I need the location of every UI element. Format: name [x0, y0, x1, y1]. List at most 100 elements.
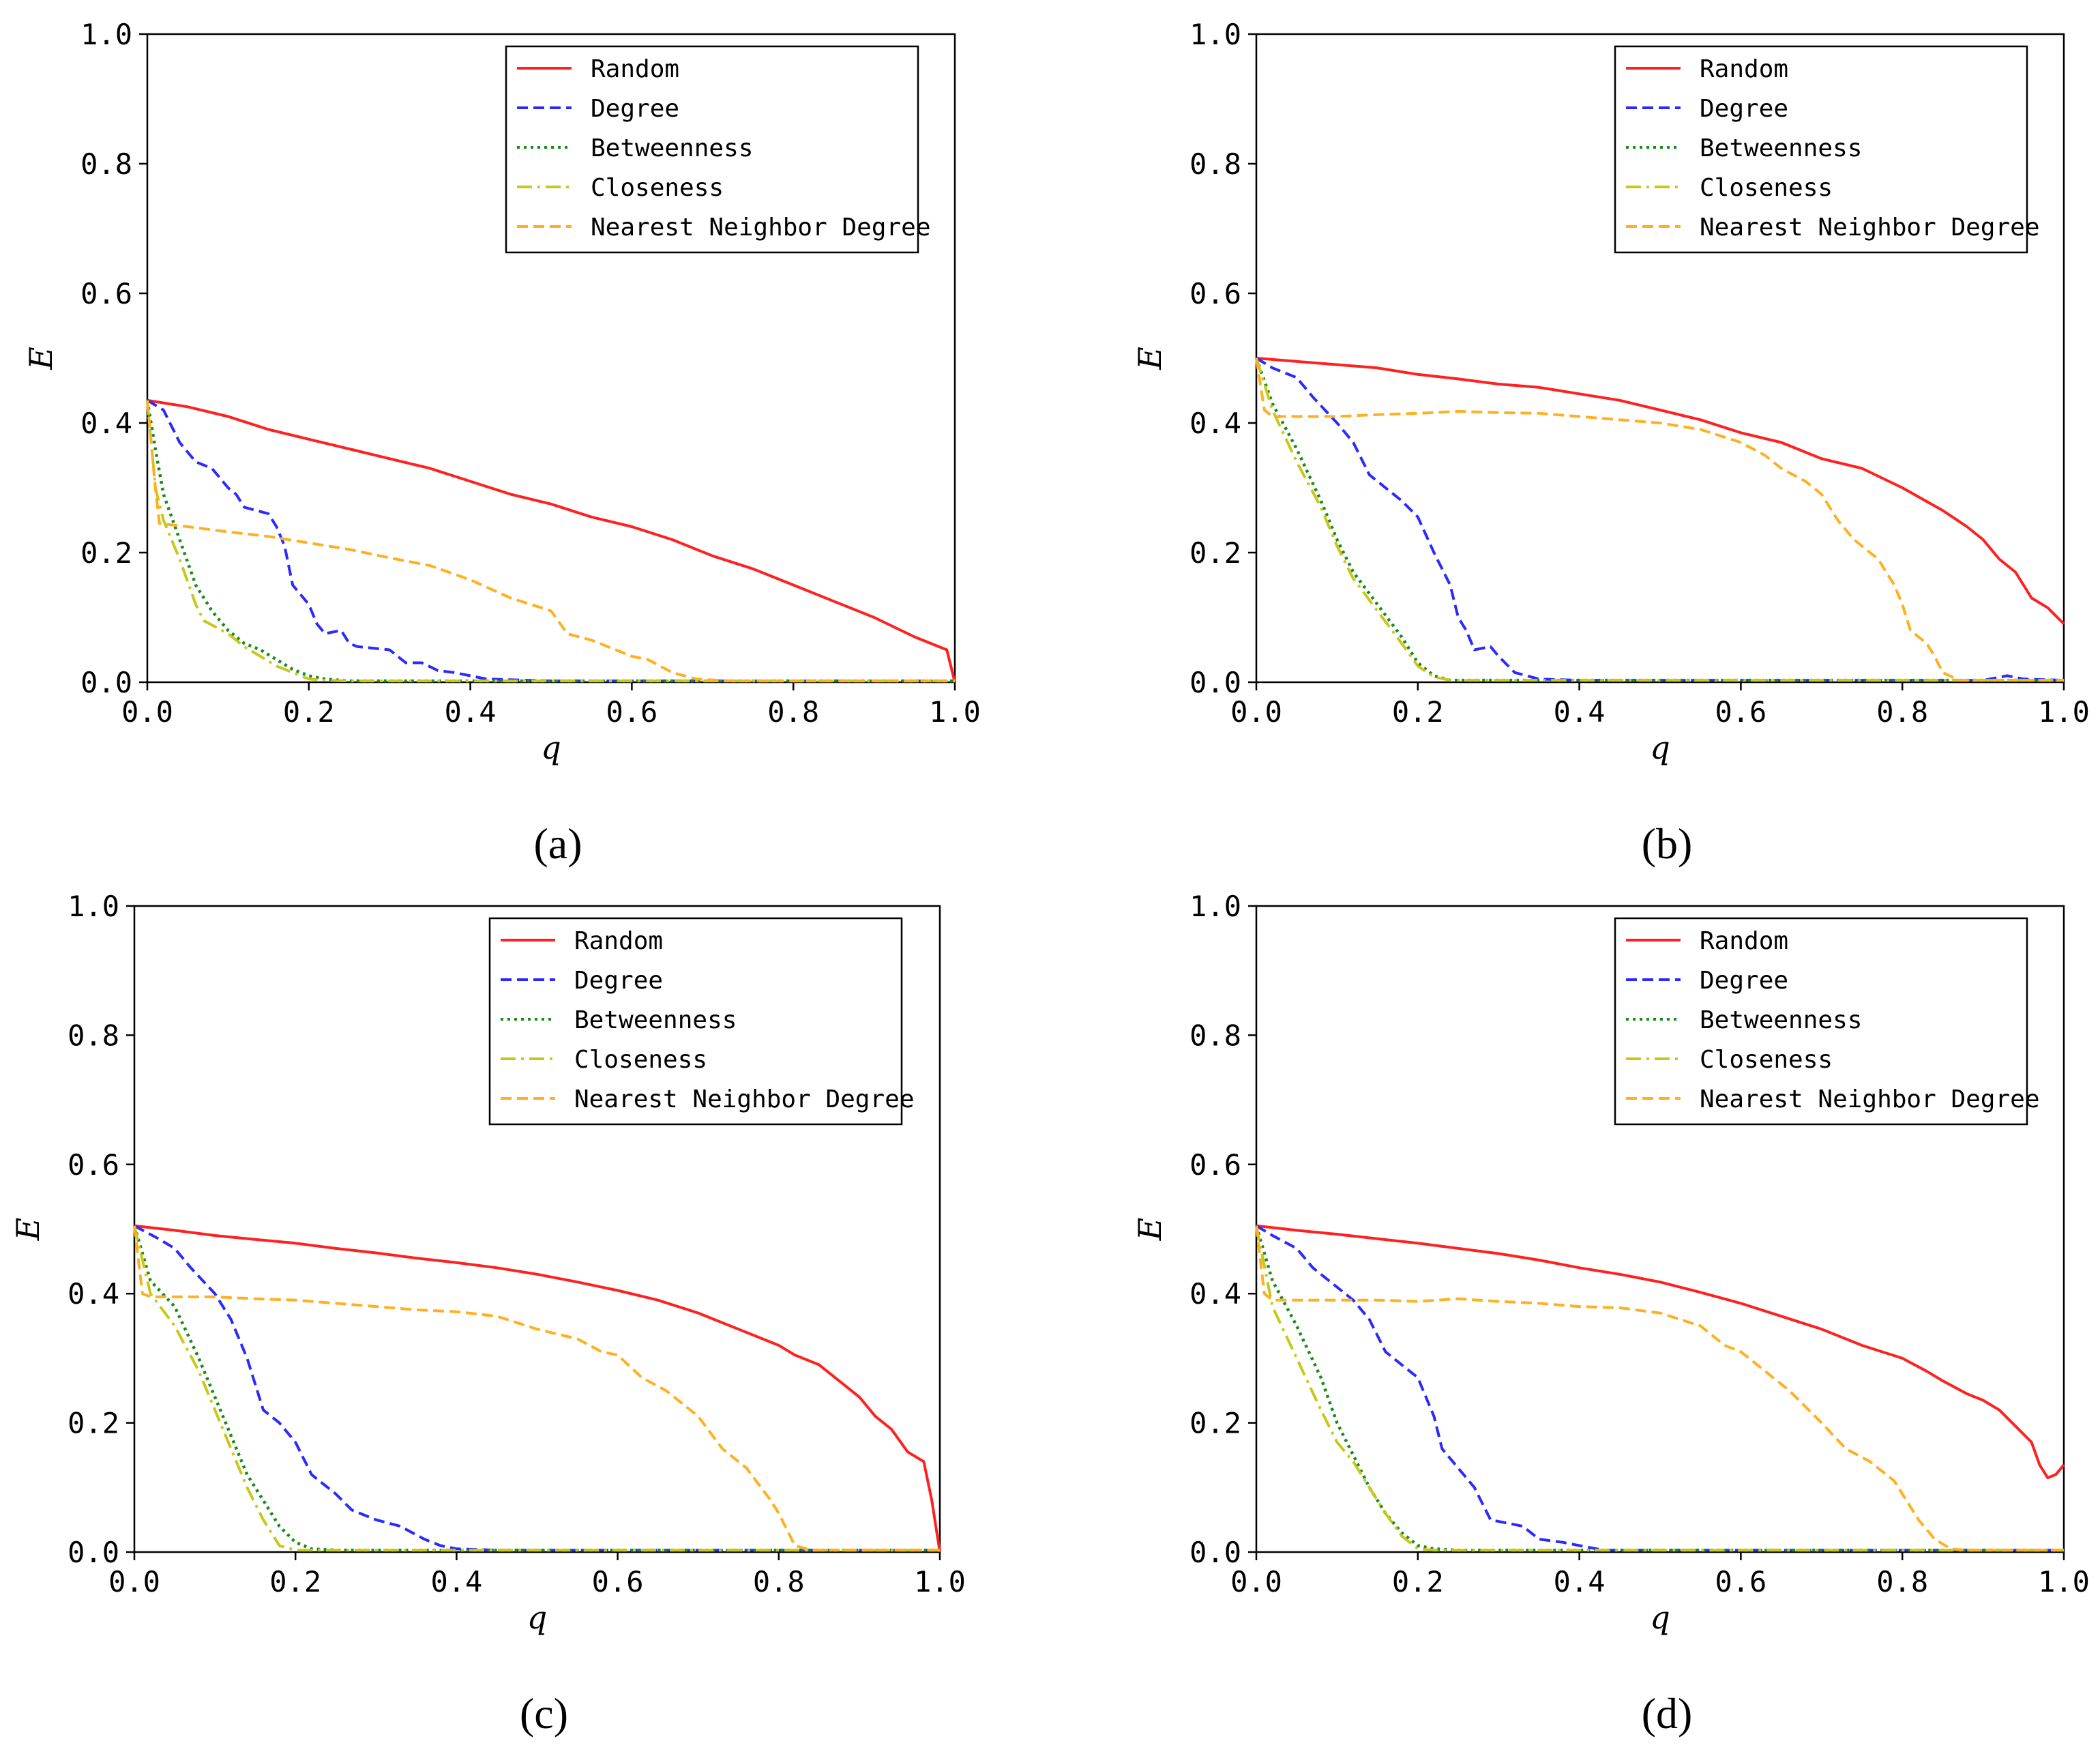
x-tick-label: 0.4 — [1554, 695, 1606, 729]
legend-box — [505, 45, 919, 254]
x-tick-label: 0.0 — [108, 1565, 160, 1598]
y-tick-label: 0.0 — [80, 666, 132, 699]
x-tick-label: 1.0 — [2038, 695, 2090, 729]
y-axis-label: E — [1132, 347, 1168, 370]
series-line-nearest-neighbor-degree — [1255, 357, 2064, 682]
x-tick-label: 0.0 — [121, 695, 173, 729]
legend-box — [1614, 45, 2028, 254]
panel-label: (a) — [533, 819, 582, 868]
legend-label: Degree — [1700, 95, 1788, 123]
legend-label: Random — [1700, 55, 1788, 83]
x-tick-label: 0.6 — [1715, 1565, 1766, 1598]
chart-panel: 0.0 0.2 0.4 0.6 0.8 1.0 0.0 0.2 0.4 0.6 0.8 1.0 q E Ra… — [1132, 18, 2090, 868]
x-tick-label: 0.6 — [592, 1565, 644, 1598]
legend-label: Degree — [574, 967, 663, 995]
y-tick-label: 0.4 — [1189, 407, 1241, 440]
y-tick-label: 0.4 — [1189, 1277, 1241, 1311]
chart-panel: 0.0 0.2 0.4 0.6 0.8 1.0 0.0 0.2 0.4 0.6 0.8 1.0 q E Ra… — [23, 18, 981, 868]
x-tick-label: 0.8 — [753, 1565, 805, 1598]
series-line-degree — [146, 399, 955, 683]
y-tick-label: 1.0 — [80, 18, 132, 51]
y-tick-label: 0.2 — [68, 1407, 119, 1440]
legend-label: Degree — [1700, 967, 1788, 995]
y-axis-label: E — [1132, 1218, 1168, 1242]
x-tick-label: 0.4 — [430, 1565, 482, 1598]
legend-label: Closeness — [574, 1046, 707, 1074]
chart-panel: 0.0 0.2 0.4 0.6 0.8 1.0 0.0 0.2 0.4 0.6 0.8 1.0 q E Ra… — [10, 890, 966, 1738]
series-line-closeness — [146, 400, 955, 683]
x-tick-label: 0.0 — [1230, 695, 1282, 729]
x-tick-label: 0.2 — [1392, 1565, 1444, 1598]
x-axis-label: q — [527, 1599, 547, 1636]
legend-label: Closeness — [1700, 1046, 1833, 1074]
legend-label: Betweenness — [1700, 1006, 1862, 1034]
series-line-degree — [134, 1225, 940, 1552]
x-axis-label: q — [1650, 1599, 1670, 1636]
legend-label: Random — [574, 927, 663, 955]
legend-label: Nearest Neighbor Degree — [574, 1085, 915, 1113]
x-tick-label: 0.4 — [1554, 1565, 1606, 1598]
x-tick-label: 0.2 — [269, 1565, 321, 1598]
legend-label: Betweenness — [1700, 134, 1862, 162]
legend-label: Degree — [591, 95, 679, 123]
y-tick-label: 0.6 — [1189, 277, 1241, 310]
legend-label: Betweenness — [591, 134, 753, 162]
series-line-closeness — [1255, 357, 2064, 682]
y-tick-label: 0.6 — [1189, 1148, 1241, 1182]
panel-label: (c) — [520, 1689, 568, 1738]
y-axis-label: E — [10, 1218, 46, 1242]
y-tick-label: 0.8 — [80, 147, 132, 181]
series-line-nearest-neighbor-degree — [133, 1225, 940, 1552]
y-tick-label: 0.0 — [1189, 666, 1241, 699]
x-tick-label: 0.8 — [767, 695, 819, 729]
x-tick-label: 0.6 — [1715, 695, 1766, 729]
series-line-nearest-neighbor-degree — [1255, 1225, 2064, 1552]
series-line-degree — [1255, 357, 2065, 682]
x-tick-label: 1.0 — [914, 1565, 966, 1598]
y-tick-label: 0.8 — [1189, 1019, 1241, 1052]
legend-label: Nearest Neighbor Degree — [1700, 214, 2040, 242]
chart-panel: 0.0 0.2 0.4 0.6 0.8 1.0 0.0 0.2 0.4 0.6 0.8 1.0 q E Ra… — [1132, 890, 2090, 1738]
x-tick-label: 0.2 — [1392, 695, 1444, 729]
y-tick-label: 0.2 — [1189, 1407, 1241, 1440]
y-tick-label: 1.0 — [1189, 890, 1241, 923]
legend-label: Closeness — [1700, 174, 1833, 202]
x-tick-label: 0.6 — [606, 695, 657, 729]
y-tick-label: 0.6 — [68, 1148, 119, 1182]
legend-label: Betweenness — [574, 1006, 737, 1034]
series-line-random — [1256, 357, 2065, 625]
x-tick-label: 0.8 — [1876, 1565, 1928, 1598]
series-line-random — [1256, 1224, 2065, 1480]
y-tick-label: 1.0 — [1189, 18, 1241, 51]
legend-box — [1614, 917, 2028, 1126]
series-line-closeness — [133, 1225, 940, 1552]
panel-label: (b) — [1642, 819, 1693, 868]
series-line-random — [134, 1224, 941, 1553]
series-line-random — [147, 398, 956, 683]
y-tick-label: 0.6 — [80, 277, 132, 310]
x-tick-label: 1.0 — [929, 695, 981, 729]
x-tick-label: 0.2 — [283, 695, 335, 729]
x-tick-label: 0.8 — [1876, 695, 1928, 729]
series-line-nearest-neighbor-degree — [146, 400, 955, 683]
x-axis-label: q — [541, 729, 561, 766]
y-tick-label: 0.0 — [1189, 1536, 1241, 1569]
series-line-degree — [1255, 1225, 2064, 1552]
series-line-betweenness — [1254, 357, 2064, 682]
legend-label: Random — [591, 55, 679, 83]
legend-label: Nearest Neighbor Degree — [1700, 1085, 2040, 1113]
y-tick-label: 1.0 — [68, 890, 119, 923]
x-tick-label: 0.4 — [445, 695, 497, 729]
x-tick-label: 0.0 — [1230, 1565, 1282, 1598]
legend-box — [488, 917, 903, 1126]
y-tick-label: 0.0 — [68, 1536, 119, 1569]
y-tick-label: 0.2 — [1189, 536, 1241, 570]
legend-label: Nearest Neighbor Degree — [591, 214, 931, 242]
legend-label: Random — [1700, 927, 1788, 955]
y-tick-label: 0.2 — [80, 536, 132, 570]
y-tick-label: 0.8 — [68, 1019, 119, 1052]
x-tick-label: 1.0 — [2038, 1565, 2090, 1598]
y-axis-label: E — [23, 347, 59, 370]
series-line-betweenness — [1254, 1225, 2064, 1552]
